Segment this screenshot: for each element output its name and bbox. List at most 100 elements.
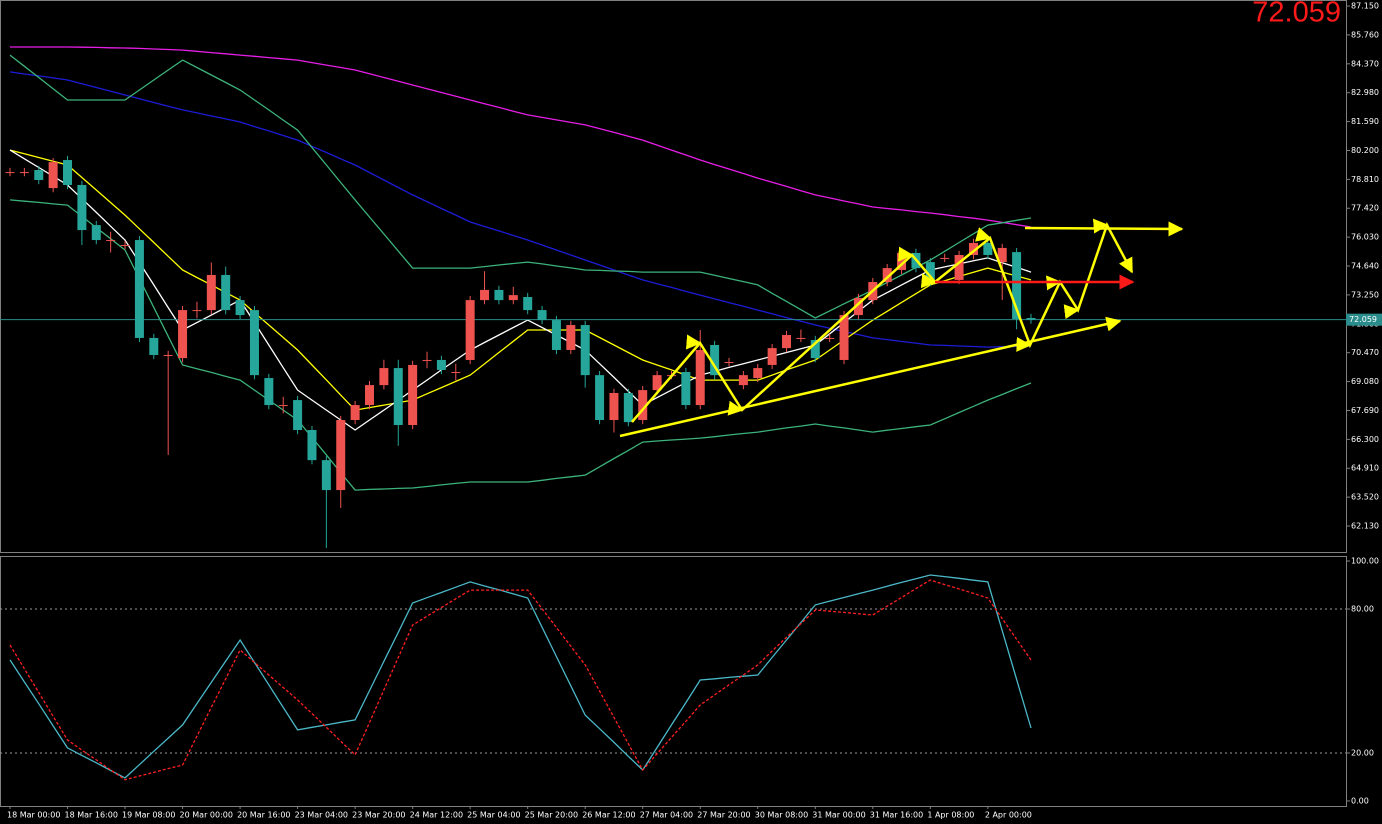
y-tick-label: 69.080 bbox=[1351, 377, 1379, 386]
candle-body bbox=[695, 349, 705, 406]
x-tick-label: 20 Mar 16:00 bbox=[237, 811, 290, 820]
candle-body bbox=[436, 359, 446, 370]
candle-body bbox=[566, 325, 576, 350]
x-tick-label: 25 Mar 04:00 bbox=[467, 811, 520, 820]
candle-body bbox=[264, 378, 274, 406]
axis-layer: 18 Mar 00:00 18 Mar 16:00 19 Mar 08:00 20 M… bbox=[7, 2, 1382, 820]
x-tick-label: 30 Mar 08:00 bbox=[755, 811, 808, 820]
y-tick-label: 70.470 bbox=[1351, 348, 1379, 357]
candle-body bbox=[767, 348, 777, 365]
candle-body bbox=[465, 300, 475, 360]
candle-body bbox=[408, 364, 418, 426]
candle-body bbox=[350, 405, 360, 421]
candle-body bbox=[494, 289, 504, 301]
last-price-box bbox=[1346, 313, 1382, 326]
x-tick-label: 19 Mar 08:00 bbox=[122, 811, 175, 820]
candle-body bbox=[393, 368, 403, 426]
candle-body bbox=[48, 162, 58, 189]
x-tick-label: 1 Apr 08:00 bbox=[927, 811, 974, 820]
y-tick-label: 77.420 bbox=[1351, 204, 1379, 213]
x-tick-label: 27 Mar 04:00 bbox=[640, 811, 693, 820]
indicator-line bbox=[10, 46, 1032, 228]
y-tick-label: 64.910 bbox=[1351, 464, 1379, 473]
candle-body bbox=[595, 375, 605, 421]
candle-body bbox=[580, 325, 590, 376]
candle-body bbox=[623, 393, 633, 423]
x-tick-label: 26 Mar 12:00 bbox=[582, 811, 635, 820]
indicator-line bbox=[9, 579, 1032, 781]
candle-body bbox=[652, 375, 662, 391]
candle-body bbox=[163, 354, 173, 356]
x-tick-label: 20 Mar 00:00 bbox=[180, 811, 233, 820]
x-tick-label: 23 Mar 20:00 bbox=[352, 811, 405, 820]
candle-body bbox=[681, 372, 691, 406]
candle-body bbox=[796, 337, 806, 339]
x-tick-label: 31 Mar 16:00 bbox=[870, 811, 923, 820]
candle-body bbox=[422, 359, 432, 361]
candle-body bbox=[34, 170, 44, 180]
candle-body bbox=[537, 310, 547, 321]
candle-body bbox=[782, 335, 792, 349]
y-tick-label: 85.760 bbox=[1351, 30, 1379, 39]
x-tick-label: 24 Mar 12:00 bbox=[410, 811, 463, 820]
candle-body bbox=[825, 337, 835, 339]
indicator-line bbox=[9, 54, 1032, 319]
last-price-label: 72.059 bbox=[1349, 315, 1377, 324]
candle-body bbox=[106, 240, 116, 242]
indicator-line bbox=[9, 199, 1032, 491]
candle-body bbox=[293, 400, 303, 431]
x-tick-label: 27 Mar 20:00 bbox=[697, 811, 750, 820]
y-tick-label: 100.00 bbox=[1351, 557, 1379, 566]
candle-body bbox=[1026, 317, 1036, 320]
candle-body bbox=[278, 405, 288, 407]
candle-body bbox=[120, 245, 130, 247]
y-tick-label: 20.00 bbox=[1351, 748, 1374, 757]
indicator-layer bbox=[0, 46, 1346, 781]
y-tick-label: 82.980 bbox=[1351, 88, 1379, 97]
candle-body bbox=[19, 172, 29, 174]
y-tick-label: 78.810 bbox=[1351, 175, 1379, 184]
candle-body bbox=[235, 300, 245, 316]
x-tick-label: 18 Mar 16:00 bbox=[65, 811, 118, 820]
y-tick-label: 87.150 bbox=[1351, 2, 1379, 11]
candle-body bbox=[365, 385, 374, 406]
x-tick-label: 31 Mar 00:00 bbox=[812, 811, 865, 820]
candle-body bbox=[178, 310, 188, 359]
candle-body bbox=[508, 295, 518, 301]
candle-body bbox=[983, 242, 993, 256]
candle-body bbox=[5, 172, 15, 174]
y-tick-label: 0.00 bbox=[1351, 796, 1369, 805]
zigzag-arrow bbox=[631, 218, 1134, 423]
candle-body bbox=[77, 184, 87, 231]
candle-body bbox=[551, 320, 561, 350]
candle-body bbox=[940, 257, 950, 259]
y-tick-label: 76.030 bbox=[1351, 233, 1379, 242]
y-tick-label: 80.200 bbox=[1351, 146, 1379, 155]
y-tick-label: 63.520 bbox=[1351, 493, 1379, 502]
candle-body bbox=[249, 310, 259, 376]
candle-body bbox=[149, 337, 159, 355]
y-tick-label: 73.250 bbox=[1351, 290, 1379, 299]
candle-body bbox=[192, 310, 202, 312]
candle-body bbox=[134, 240, 144, 338]
indicator-line bbox=[9, 149, 1032, 431]
candle-body bbox=[609, 393, 619, 421]
y-tick-label: 67.690 bbox=[1351, 406, 1379, 415]
candle-body bbox=[221, 274, 231, 311]
y-tick-label: 66.300 bbox=[1351, 435, 1379, 444]
candle-body bbox=[336, 420, 346, 491]
target-arrow bbox=[1024, 221, 1184, 237]
main-panel-border bbox=[0, 0, 1347, 553]
x-tick-label: 2 Apr 00:00 bbox=[985, 811, 1032, 820]
candle-body bbox=[91, 225, 101, 241]
candle-body bbox=[523, 296, 533, 311]
candle-body bbox=[480, 289, 490, 301]
candle-body bbox=[451, 372, 461, 374]
x-tick-label: 23 Mar 04:00 bbox=[295, 811, 348, 820]
indicator-line bbox=[9, 149, 1032, 411]
y-tick-label: 81.590 bbox=[1351, 117, 1379, 126]
candle-body bbox=[738, 375, 748, 386]
candle-body bbox=[379, 368, 389, 386]
